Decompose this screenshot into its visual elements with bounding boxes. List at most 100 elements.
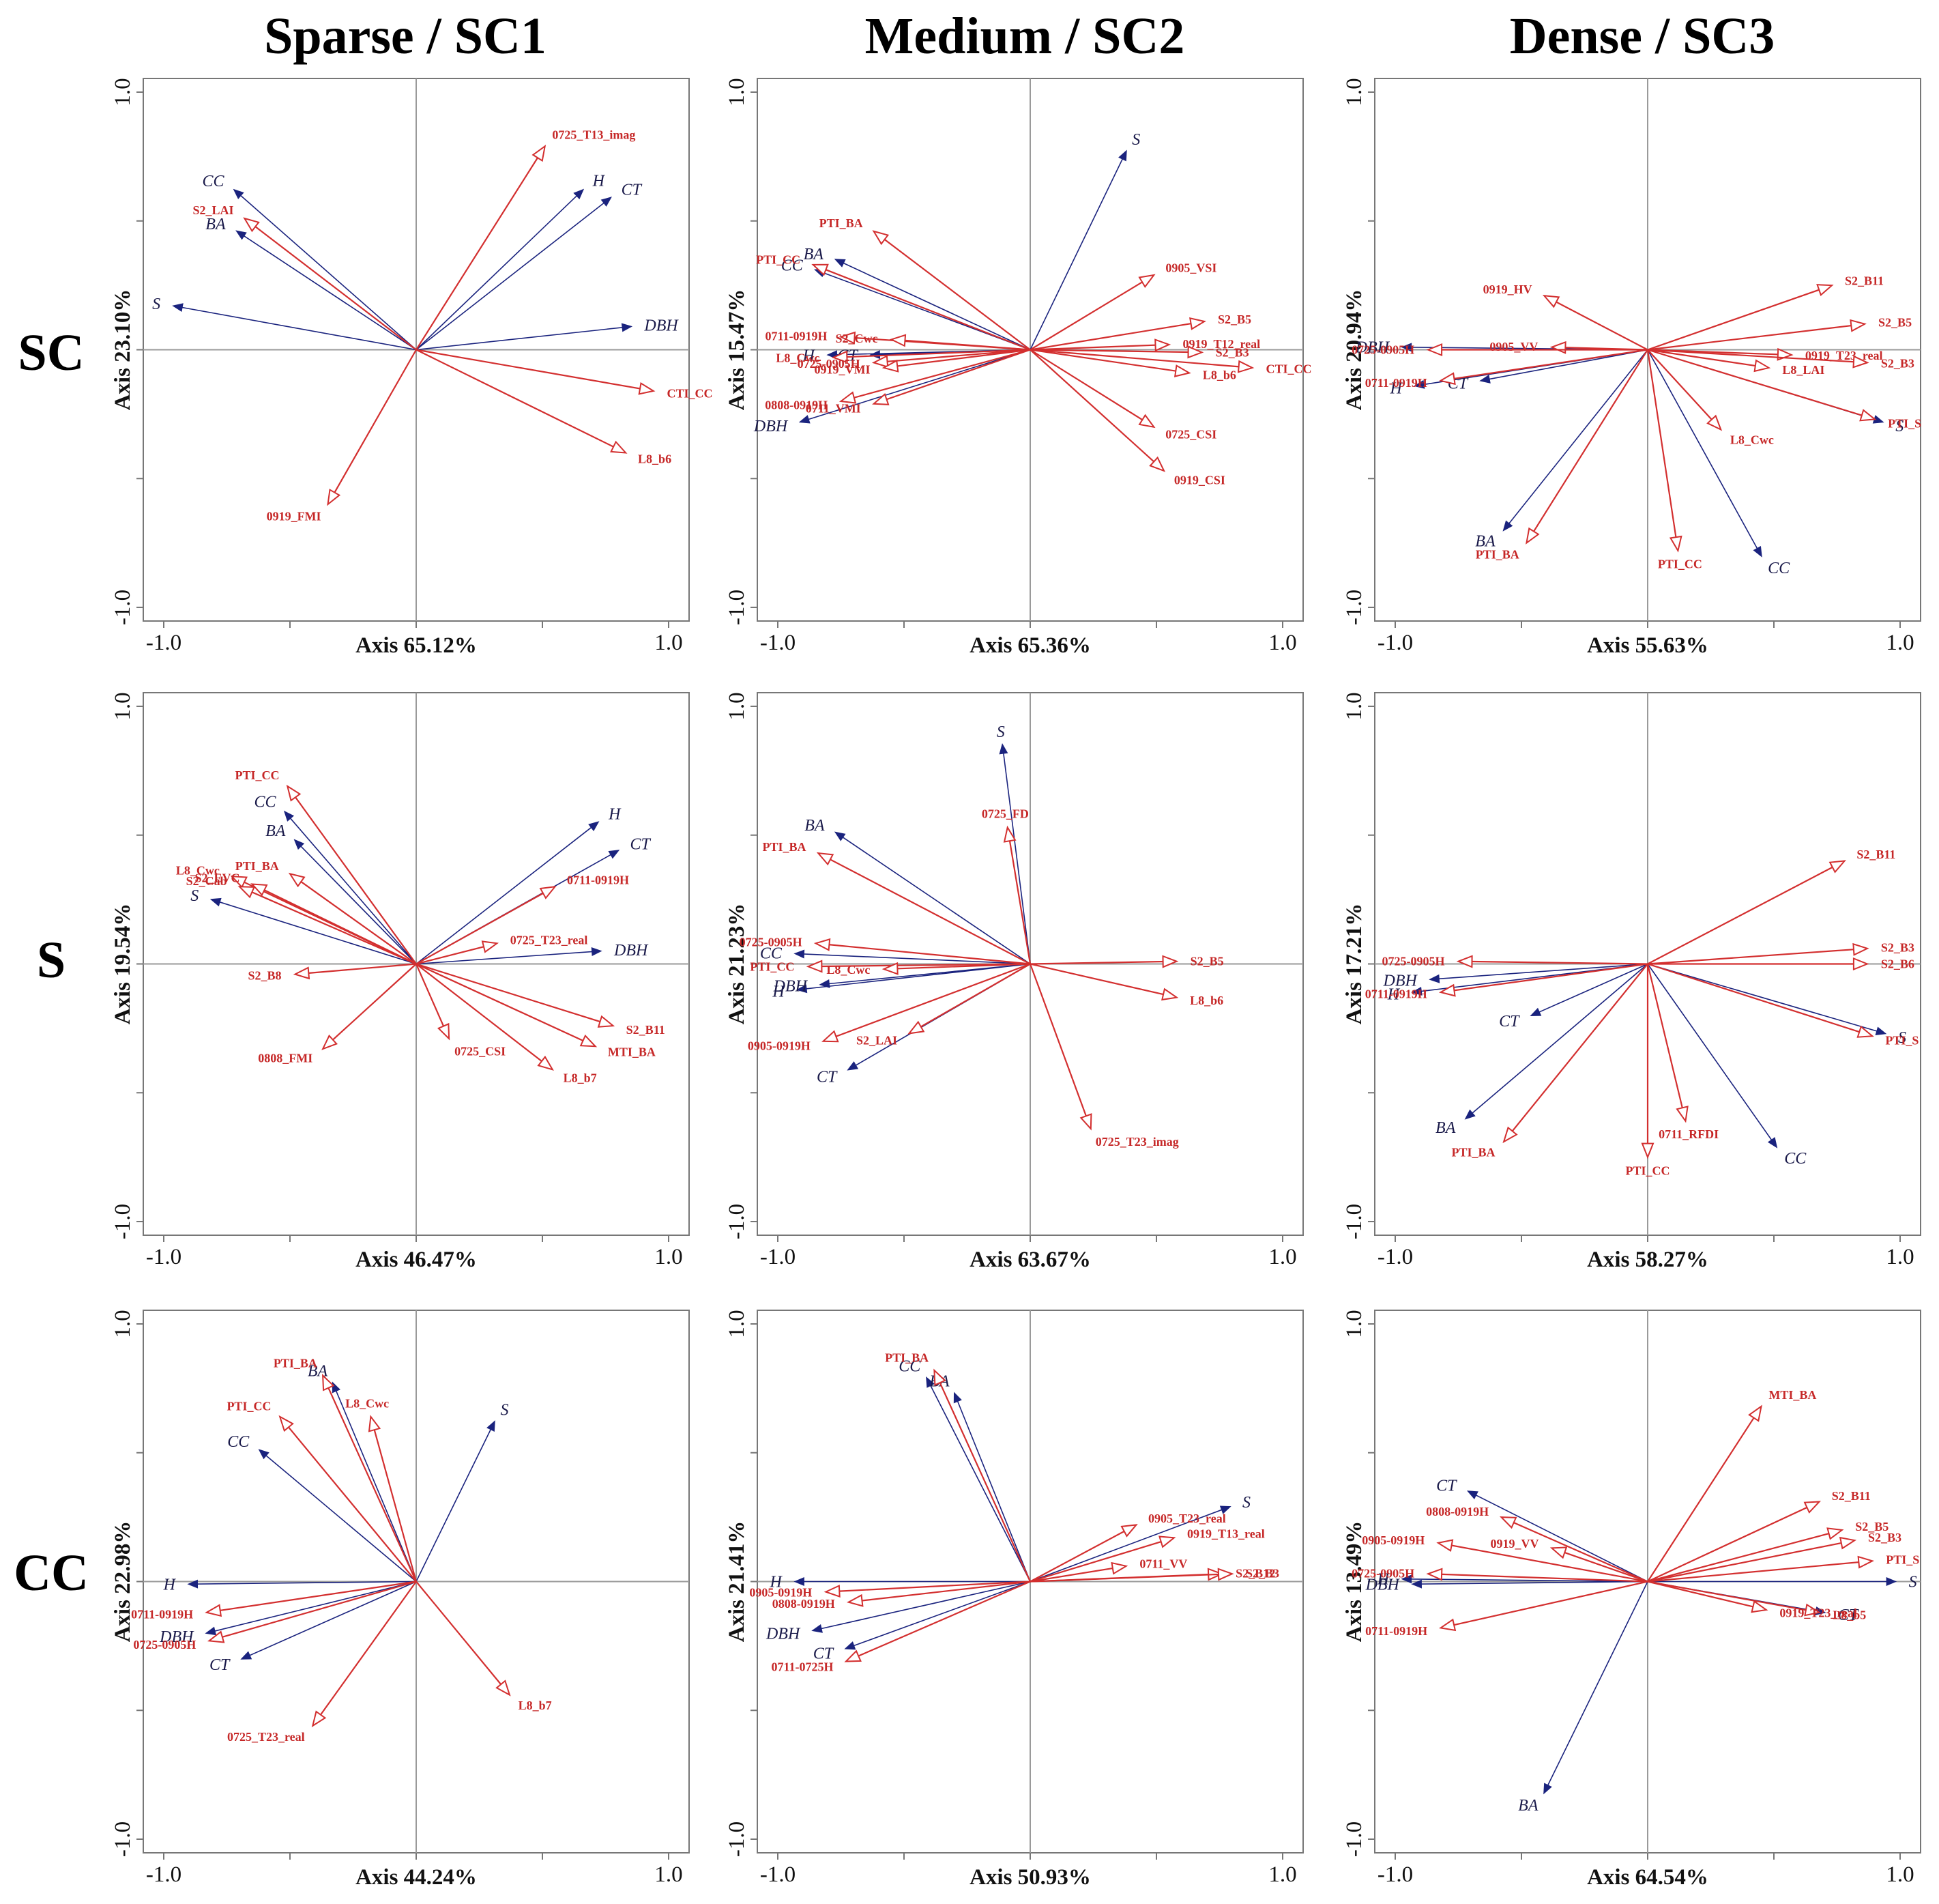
vector-h: H [1377,1571,1648,1589]
vector-label: L8_b7 [519,1699,552,1712]
vector-cc: CC [899,1357,1031,1582]
vector-arrowhead [321,1374,335,1391]
vector-label: MTI_BA [608,1045,656,1059]
vector-label: S2_B11 [626,1023,665,1037]
vector-0725-csi: 0725_CSI [415,964,506,1058]
vector-arrowhead [813,938,831,951]
vector-label: PTI_CC [756,253,800,267]
x-tick-label-max: 1.0 [1886,1245,1914,1269]
vector-line [799,953,1031,965]
vector-0711-0919h: 0711-0919H [1365,963,1648,1001]
vector-ba: BA [804,817,1031,965]
vector-line [1506,349,1648,528]
vector-arrowhead [1237,360,1255,373]
vector-label: 0725_T23_imag [1096,1135,1179,1149]
vector-arrowhead [1411,1579,1422,1589]
vector-arrowhead [1438,1618,1457,1632]
vector-arrowhead [834,831,846,841]
vector-arrowhead [1669,535,1682,553]
x-tick-label-min: -1.0 [1377,1245,1413,1269]
vector-pti-s: PTI_S [1647,1553,1919,1583]
vector-label: 0725-0905H [1352,1566,1414,1580]
vector-arrowhead [1438,983,1456,997]
x-tick-label-max: 1.0 [654,631,682,655]
vector-label: 0905-0919H [1362,1533,1425,1547]
vector-label: S2_Cwc [836,332,878,345]
vector-mti-ba: MTI_BA [416,963,656,1059]
vector-label: L8_Cwc [345,1397,389,1411]
vector-label: S2_B3 [1881,940,1914,954]
vector-label: 0711-0725H [772,1660,834,1673]
vector-line [1465,960,1648,965]
vector-label: 0725-0905H [133,1638,196,1651]
vector-label: DBH [159,1628,194,1646]
vector-line [1647,963,1867,1035]
vector-arrowhead [1852,942,1869,956]
vector-label: L8_b6 [1190,994,1223,1007]
vector-line [215,900,417,965]
vector-label: H [1389,379,1403,397]
vector-line [1434,963,1648,980]
vector-arrowhead [1154,338,1171,352]
vector-pti-ba: PTI_BA [819,216,1031,351]
column-title-dense: Dense / SC3 [1510,8,1775,65]
vector-line [1030,154,1125,350]
y-axis-label: Axis 15.47% [725,289,749,411]
vector-line [1647,349,1869,418]
vector-label: S [190,887,199,905]
vector-label: L8_Cwc [776,351,819,365]
vector-label: 0919_T13_real [1187,1527,1265,1541]
vector-s2-b11: S2_B11 [1647,274,1884,351]
vector-label: 0711-0919H [1365,1624,1427,1638]
vector-dbh: DBH [1383,963,1648,990]
vector-cc: CC [203,173,417,351]
vector-pti-s: PTI_S [1647,349,1921,430]
vector-line [832,1581,1031,1593]
vector-line [239,233,417,351]
vector-arrowhead [610,440,628,454]
vector-arrowhead [926,1376,935,1388]
vector-arrowhead [1429,974,1440,983]
vector-line [880,349,1031,363]
vector-label: BA [1518,1797,1539,1815]
vector-line [1545,1581,1648,1790]
vector-l8-cwc: L8_Cwc [776,349,1031,365]
vector-line [1030,1527,1131,1583]
vector-label: DBH [753,418,789,435]
vector-pti-ba: PTI_BA [274,1356,418,1582]
vector-label: PTI_BA [819,216,863,230]
vector-ct: CT [1436,1477,1648,1583]
vector-arrowhead [1003,825,1017,843]
x-axis-label: Axis 65.36% [970,633,1091,658]
vector-arrowhead [1466,1490,1478,1500]
vector-pti-ba: PTI_BA [1476,349,1648,562]
vector-arrowhead [881,359,899,373]
x-tick-label-min: -1.0 [1377,631,1413,655]
vector-line [823,855,1031,965]
vector-line [1030,1566,1120,1583]
vector-arrowhead [311,1710,327,1728]
vector-dbh: DBH [416,317,679,351]
vector-line [1444,1543,1648,1583]
vector-0905-t23-real: 0905_T23_real [1030,1512,1226,1583]
vector-arrowhead [205,1626,217,1636]
vector-arrowhead [1852,957,1869,970]
vector-0919-t13-real: 0919_T13_real [1030,1527,1265,1583]
vector-label: 0919_T23_real [1805,349,1883,362]
vector-line [1468,963,1648,1116]
vector-arrowhead [1828,860,1846,874]
vector-arrowhead [437,1022,450,1041]
vector-arrowhead [172,303,184,313]
vector-0711-vv: 0711_VV [1030,1557,1187,1583]
vector-arrowhead [321,1034,338,1050]
y-tick-label-max: 1.0 [111,78,135,106]
vector-arrowhead [233,188,244,199]
vector-line [1030,349,1183,373]
y-tick-label-max: 1.0 [111,692,135,720]
vector-label: 0725_T13_imag [552,128,635,141]
vector-arrowhead [1401,343,1412,352]
x-axis-label: Axis 55.63% [1587,633,1708,658]
y-axis-label: Axis 19.54% [111,904,135,1025]
vector-arrowhead [1499,1516,1517,1529]
